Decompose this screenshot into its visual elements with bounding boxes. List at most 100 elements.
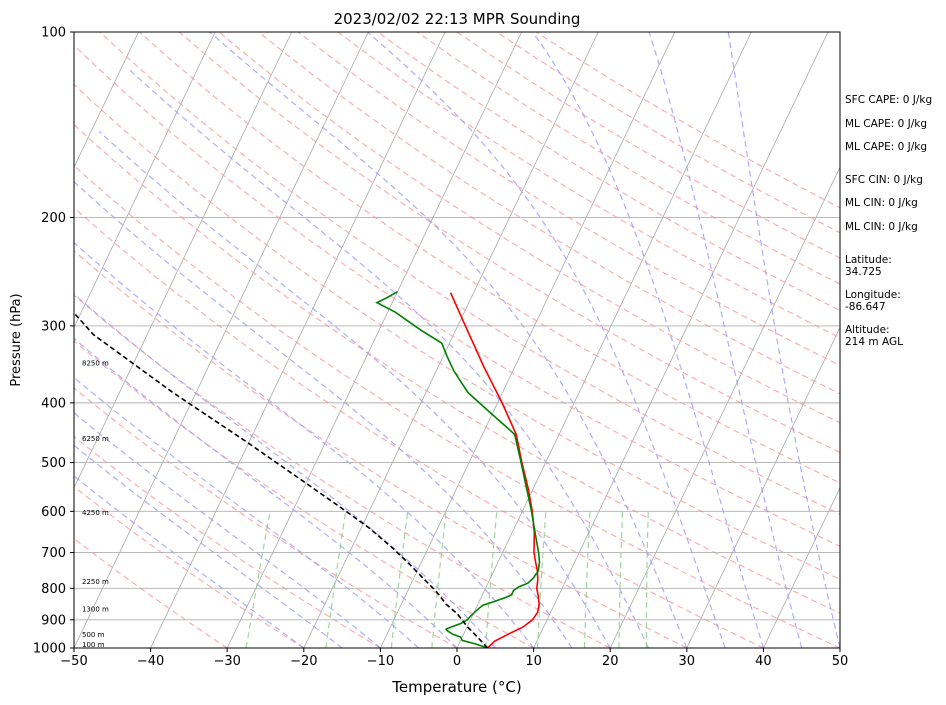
moist-adiabat-line — [209, 32, 688, 648]
x-axis-label: Temperature (°C) — [391, 678, 521, 696]
moist-adiabat-line — [74, 444, 343, 648]
y-tick-label: 100 — [41, 26, 66, 41]
ml-cin-label: ML CIN: 0 J/kg — [845, 197, 918, 209]
mixing-ratio-line — [431, 511, 447, 648]
longitude-label: Longitude: -86.647 — [845, 289, 901, 313]
y-tick-label: 700 — [41, 546, 66, 561]
moist-adiabat-line — [727, 32, 840, 648]
x-tick-label: −20 — [290, 654, 317, 669]
dry-adiabat-line — [74, 123, 840, 614]
isotherm-line — [380, 32, 676, 648]
sounding-profiles — [74, 291, 541, 648]
moist-adiabat-line — [367, 32, 726, 648]
dry-adiabat-line — [139, 32, 840, 484]
dry-adiabat-line — [74, 294, 611, 648]
height-label: 100 m — [82, 641, 105, 649]
moist-adiabat-line — [128, 68, 650, 648]
isotherm-line — [74, 32, 369, 648]
isotherm-line — [609, 166, 840, 648]
parcel-profile-line — [74, 311, 489, 648]
altitude-label: Altitude: 214 m AGL — [845, 324, 903, 348]
dry-adiabat-line — [297, 32, 840, 367]
x-tick-label: 30 — [679, 654, 696, 669]
dry-adiabat-line — [74, 164, 840, 648]
ml-cape-label-2: ML CAPE: 0 J/kg — [845, 141, 928, 153]
dewpoint-line — [375, 291, 541, 648]
dry-adiabat-line — [74, 250, 688, 648]
dry-adiabat-line — [218, 32, 840, 424]
moist-adiabat-line — [648, 32, 803, 648]
sfc-cape-label: SFC CAPE: 0 J/kg — [845, 94, 933, 106]
moist-adiabat-line — [98, 130, 611, 648]
isotherm-line — [74, 32, 139, 169]
x-tick-label: −30 — [213, 654, 240, 669]
y-tick-label: 900 — [41, 613, 66, 628]
plot-frame — [73, 31, 841, 649]
x-tick-label: 40 — [755, 654, 772, 669]
chart-title: 2023/02/02 22:13 MPR Sounding — [334, 10, 581, 28]
moist-adiabat-line — [74, 376, 420, 648]
latitude-label: Latitude: 34.725 — [845, 254, 892, 278]
moist-adiabat-line — [532, 32, 764, 648]
y-tick-label: 800 — [41, 582, 66, 597]
y-tick-label: 600 — [41, 505, 66, 520]
mixing-ratio-line — [390, 511, 409, 648]
sfc-cin-label: SFC CIN: 0 J/kg — [845, 174, 923, 186]
isotherm-line — [686, 326, 840, 648]
x-tick-label: 20 — [602, 654, 619, 669]
height-labels: 100 m 500 m 1300 m 2250 m 4250 m 6250 m 8250 m — [82, 359, 109, 648]
y-axis-ticks: 100 200 300 400 500 600 700 800 900 1000 — [33, 26, 74, 657]
reference-lines — [74, 32, 840, 648]
dry-adiabat-line — [258, 32, 840, 395]
x-tick-label: −50 — [60, 654, 87, 669]
height-label: 8250 m — [82, 359, 109, 367]
height-label: 4250 m — [82, 509, 109, 517]
isotherm-line — [303, 32, 599, 648]
moist-adiabat-line — [74, 181, 573, 648]
x-tick-label: −40 — [137, 654, 164, 669]
dry-adiabat-line — [99, 32, 840, 515]
pressure-gridlines — [74, 216, 840, 621]
dry-adiabat-line — [74, 387, 458, 648]
height-label: 6250 m — [82, 435, 109, 443]
moist-adiabat-line — [74, 241, 535, 648]
y-tick-label: 400 — [41, 396, 66, 411]
isotherm-line — [456, 32, 752, 648]
isotherm-line — [763, 486, 840, 648]
mixing-ratio-line — [484, 511, 498, 648]
height-label: 1300 m — [82, 606, 109, 614]
dry-adiabat-line — [74, 435, 381, 648]
mixing-ratio-line — [245, 511, 271, 648]
dry-adiabat-line — [74, 83, 840, 580]
x-axis-ticks: −50 −40 −30 −20 −10 0 10 20 30 40 50 — [60, 648, 848, 669]
y-tick-label: 200 — [41, 211, 66, 226]
x-tick-label: 50 — [832, 654, 849, 669]
moist-adiabat-line — [74, 293, 496, 648]
isotherm-line — [74, 32, 216, 329]
x-tick-label: −10 — [367, 654, 394, 669]
moist-adiabat-line — [74, 412, 381, 648]
mixing-ratio-line — [618, 511, 624, 648]
isotherm-line — [226, 32, 522, 648]
y-tick-label: 500 — [41, 456, 66, 471]
temperature-line — [449, 292, 540, 648]
y-tick-label: 1000 — [33, 642, 66, 657]
ml-cin-label-2: ML CIN: 0 J/kg — [845, 221, 918, 233]
dry-adiabat-line — [74, 537, 228, 648]
y-tick-label: 300 — [41, 319, 66, 334]
dry-adiabat-line — [74, 485, 305, 648]
isotherm-line — [533, 32, 829, 648]
dry-adiabat-line — [74, 206, 764, 648]
dry-adiabat-line — [377, 32, 840, 312]
x-tick-label: 10 — [525, 654, 542, 669]
isotherm-line — [150, 32, 446, 648]
moist-adiabat-line — [74, 337, 458, 648]
dry-adiabat-line — [74, 44, 840, 547]
height-label: 2250 m — [82, 578, 109, 586]
dry-adiabat-line — [178, 32, 840, 454]
ml-cape-label: ML CAPE: 0 J/kg — [845, 118, 928, 130]
isotherm-line — [74, 32, 293, 489]
x-tick-label: 0 — [453, 654, 461, 669]
dry-adiabat-line — [416, 32, 840, 285]
